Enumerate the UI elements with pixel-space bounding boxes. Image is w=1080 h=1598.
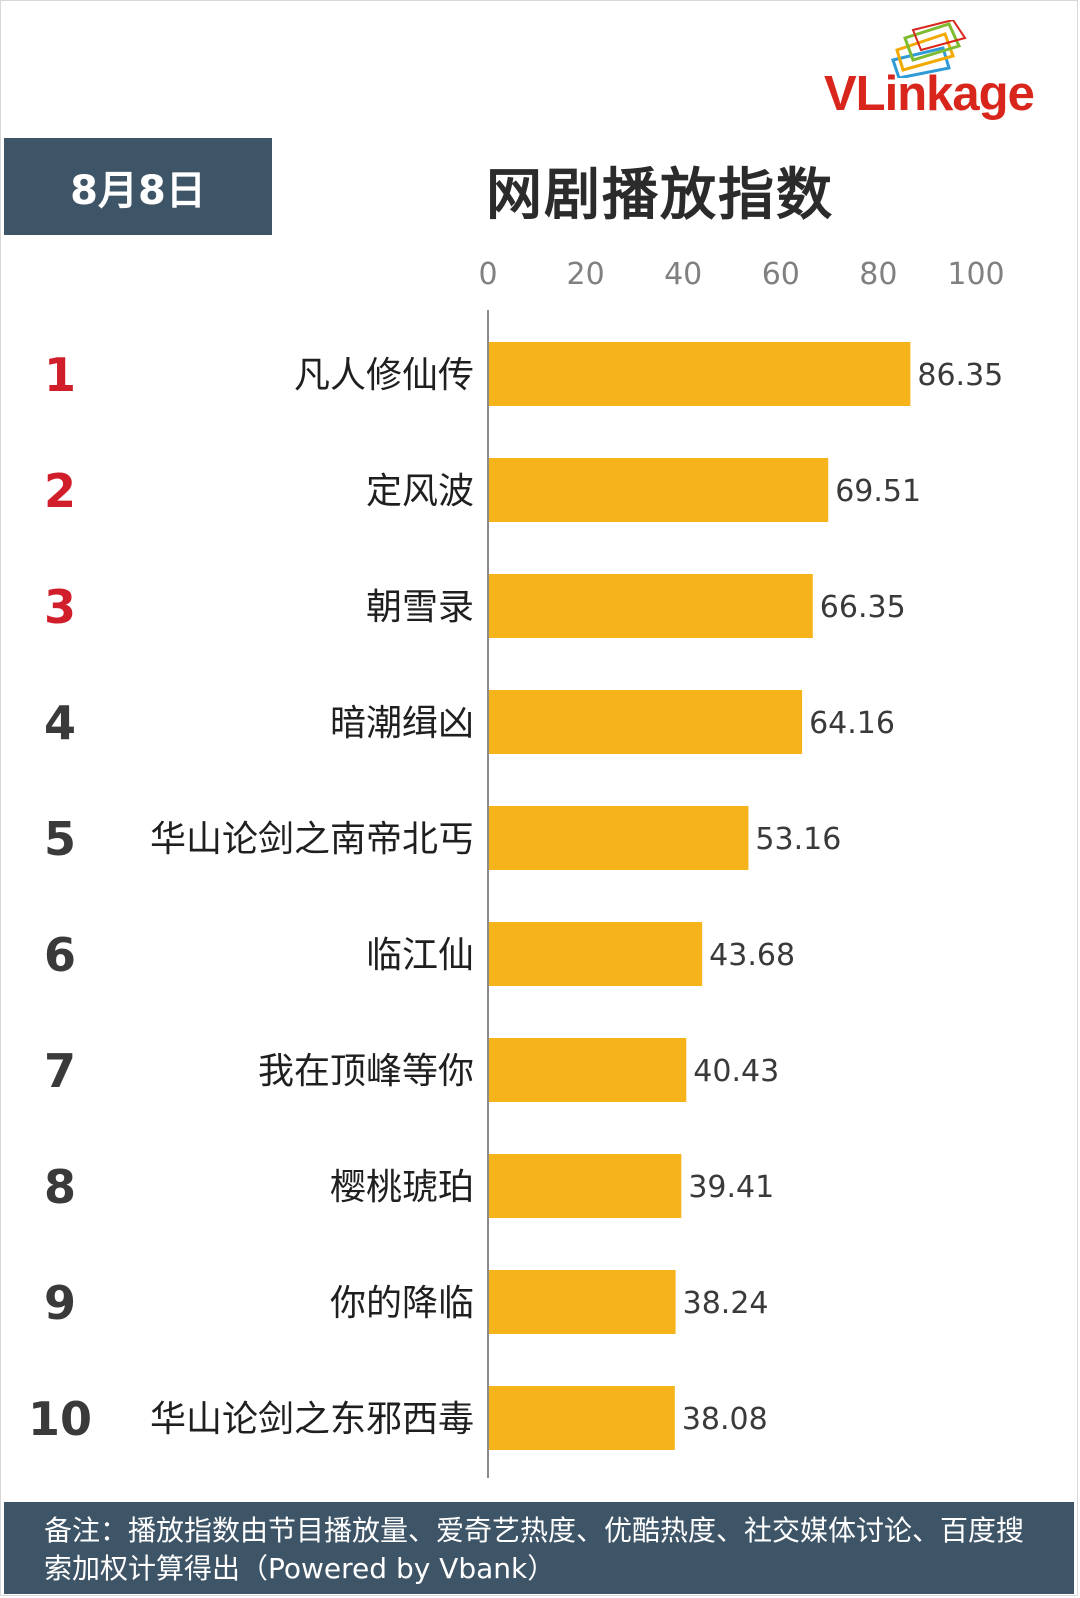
- bar: [489, 690, 803, 754]
- x-tick-label: 0: [478, 257, 497, 292]
- rank-label: 7: [44, 1044, 76, 1098]
- category-label: 定风波: [366, 471, 474, 512]
- footer-note: 备注：播放指数由节目播放量、爱奇艺热度、优酷热度、社交媒体讨论、百度搜索加权计算…: [4, 1502, 1074, 1594]
- value-label: 53.16: [755, 822, 841, 857]
- value-label: 39.41: [688, 1170, 774, 1205]
- logo-mark-icon: [891, 20, 967, 78]
- category-label: 朝雪录: [366, 587, 474, 628]
- category-label: 暗潮缉凶: [330, 703, 474, 744]
- value-label: 64.16: [809, 706, 895, 741]
- bar: [489, 342, 911, 406]
- bar: [489, 806, 749, 870]
- bar-chart: 0 20 40 60 80 100 86.35 凡人修仙传 1 69.51 定风波 2 66.35 朝雪录…: [28, 257, 1005, 1478]
- date-badge: 8月8日: [4, 138, 272, 235]
- x-tick-label: 60: [762, 257, 800, 292]
- rank-label: 6: [44, 928, 76, 982]
- value-label: 86.35: [917, 358, 1003, 393]
- category-label: 你的降临: [330, 1283, 474, 1324]
- vlinkage-logo: VLinkage: [820, 20, 1070, 120]
- rank-label: 5: [44, 812, 76, 866]
- x-tick-label: 40: [664, 257, 702, 292]
- rank-label: 1: [44, 348, 76, 402]
- footer-note-text: 备注：播放指数由节目播放量、爱奇艺热度、优酷热度、社交媒体讨论、百度搜索加权计算…: [44, 1514, 1025, 1585]
- category-label: 临江仙: [366, 935, 474, 976]
- value-label: 66.35: [820, 590, 906, 625]
- value-label: 43.68: [709, 938, 795, 973]
- x-tick-label: 80: [859, 257, 897, 292]
- value-label: 69.51: [835, 474, 921, 509]
- rank-label: 9: [44, 1276, 76, 1330]
- x-tick-label: 20: [567, 257, 605, 292]
- bar: [489, 1154, 682, 1218]
- value-label: 38.24: [683, 1286, 769, 1321]
- bar: [489, 458, 829, 522]
- rank-label: 2: [44, 464, 76, 518]
- x-tick-label: 100: [947, 257, 1004, 292]
- bar: [489, 1386, 675, 1450]
- bar: [489, 1038, 687, 1102]
- bar: [489, 922, 703, 986]
- value-label: 40.43: [693, 1054, 779, 1089]
- logo-text: VLinkage: [824, 67, 1035, 121]
- bar: [489, 574, 813, 638]
- rank-label: 10: [28, 1392, 92, 1446]
- category-label: 华山论剑之东邪西毒: [150, 1399, 474, 1440]
- rank-label: 3: [44, 580, 76, 634]
- category-label: 我在顶峰等你: [258, 1051, 474, 1092]
- bar: [489, 1270, 676, 1334]
- value-label: 38.08: [682, 1402, 768, 1437]
- category-label: 樱桃琥珀: [330, 1167, 474, 1208]
- rank-label: 4: [44, 696, 76, 750]
- category-label: 华山论剑之南帝北丐: [150, 819, 474, 860]
- page-title: 网剧播放指数: [486, 163, 834, 228]
- category-label: 凡人修仙传: [294, 355, 474, 396]
- date-label: 8月8日: [70, 167, 206, 214]
- rank-label: 8: [44, 1160, 76, 1214]
